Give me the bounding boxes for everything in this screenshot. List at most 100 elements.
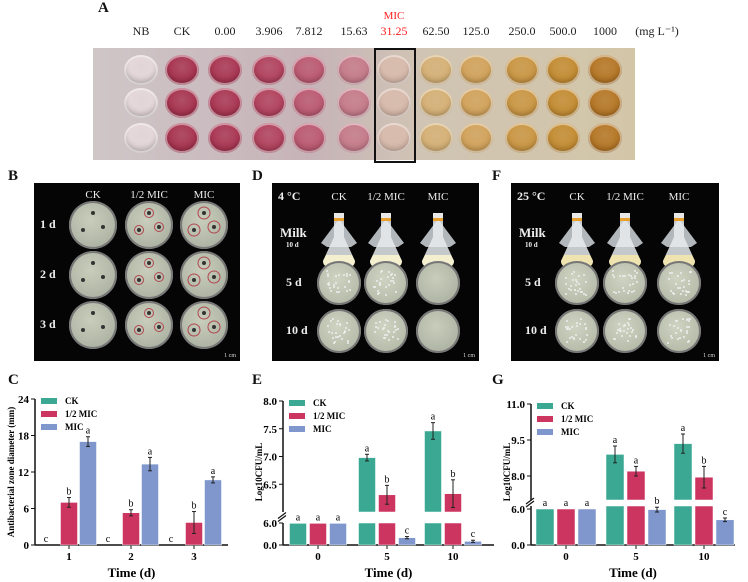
x-tick-label: 3 (191, 551, 197, 563)
significance-letter: b (655, 496, 660, 507)
legend-label: 1/2 MIC (313, 411, 345, 421)
legend-swatch (289, 413, 305, 419)
legend-swatch (537, 429, 553, 435)
significance-letter: b (67, 487, 72, 498)
concentration-label: CK (174, 24, 191, 39)
concentration-label: 125.0 (463, 24, 490, 39)
significance-letter: b (702, 455, 707, 466)
significance-letter: b (129, 499, 134, 510)
y-tick-label: 6.0 (511, 504, 525, 516)
bar (123, 513, 140, 545)
x-tick-label: 10 (699, 551, 711, 563)
significance-letter: a (86, 426, 91, 437)
x-tick-label: 2 (128, 551, 134, 563)
significance-letter: c (405, 526, 410, 537)
significance-letter: c (106, 534, 111, 545)
bar (379, 523, 396, 545)
y-tick-label: 11.0 (506, 399, 525, 411)
y-axis-title: Antibacterial zone diameter (mm) (6, 407, 16, 538)
significance-letter: a (211, 466, 216, 477)
y-tick-label: 6.0 (263, 518, 277, 530)
significance-letter: a (336, 512, 341, 523)
significance-letter: a (543, 498, 548, 509)
y-tick-label: 18 (18, 431, 30, 443)
x-tick-label: 5 (633, 551, 639, 563)
legend-swatch (41, 424, 57, 430)
significance-letter: b (451, 469, 456, 480)
legend-swatch (537, 403, 553, 409)
concentration-label: 0.00 (215, 24, 236, 39)
concentration-label: NB (133, 24, 150, 39)
significance-letter: a (613, 435, 618, 446)
bar (61, 502, 78, 545)
legend-swatch (41, 411, 57, 417)
y-tick-label: 8.0 (511, 471, 525, 483)
significance-letter: c (44, 534, 49, 545)
concentration-label: 31.25 (381, 24, 408, 39)
bar (557, 509, 575, 545)
axis-break-icon (526, 498, 534, 507)
y-tick-label: 7.5 (263, 424, 277, 436)
significance-letter: a (148, 446, 153, 457)
bar (142, 464, 159, 545)
legend-swatch (537, 416, 553, 422)
concentration-label: 62.50 (423, 24, 450, 39)
bar (716, 520, 734, 545)
y-tick-label: 6.5 (263, 479, 277, 491)
bar (425, 431, 442, 512)
significance-letter: b (192, 501, 197, 512)
y-tick-label: 12 (18, 467, 30, 479)
bar (578, 509, 596, 545)
y-axis-title: Log10CFU/mL (254, 443, 264, 502)
significance-letter: a (564, 498, 569, 509)
x-tick-label: 0 (315, 551, 321, 563)
y-tick-label: 0.0 (263, 540, 277, 552)
concentration-label: 15.63 (341, 24, 368, 39)
bar (425, 523, 442, 545)
x-axis-title: Time (d) (609, 565, 657, 580)
concentration-label: 7.812 (296, 24, 323, 39)
x-tick-label: 0 (563, 551, 569, 563)
significance-letter: a (296, 512, 301, 523)
concentration-label: 3.906 (256, 24, 283, 39)
significance-letter: a (431, 412, 436, 423)
significance-letter: a (365, 443, 370, 454)
y-axis-title: Log10CFU/mL (502, 443, 512, 502)
concentration-label: 1000 (593, 24, 617, 39)
bar (606, 506, 624, 545)
legend-swatch (41, 398, 57, 404)
legend-label: 1/2 MIC (65, 409, 97, 419)
concentration-label: 500.0 (550, 24, 577, 39)
x-axis-title: Time (d) (108, 565, 156, 580)
y-tick-label: 7.0 (263, 452, 277, 464)
x-axis-title: Time (d) (365, 565, 413, 580)
bar (80, 442, 97, 545)
y-tick-label: 0 (24, 540, 30, 552)
bar (290, 523, 307, 545)
significance-letter: a (316, 512, 321, 523)
bar (445, 523, 462, 545)
legend-label: MIC (313, 424, 332, 434)
y-tick-label: 9.5 (511, 435, 525, 447)
y-tick-label: 24 (18, 394, 30, 406)
bar (627, 506, 645, 545)
y-tick-label: 0.0 (511, 540, 525, 552)
legend-label: 1/2 MIC (561, 414, 593, 424)
legend-label: MIC (65, 422, 84, 432)
concentration-label: 250.0 (509, 24, 536, 39)
bar (359, 458, 376, 512)
x-tick-label: 5 (384, 551, 390, 563)
bar (648, 510, 666, 545)
bar (695, 506, 713, 545)
x-tick-label: 1 (66, 551, 72, 563)
axis-break-icon (278, 513, 286, 522)
legend-label: MIC (561, 427, 580, 437)
x-tick-label: 10 (448, 551, 460, 563)
significance-letter: a (681, 423, 686, 434)
bar (674, 506, 692, 545)
legend-label: CK (65, 396, 79, 406)
significance-letter: b (385, 474, 390, 485)
legend-label: CK (313, 398, 327, 408)
